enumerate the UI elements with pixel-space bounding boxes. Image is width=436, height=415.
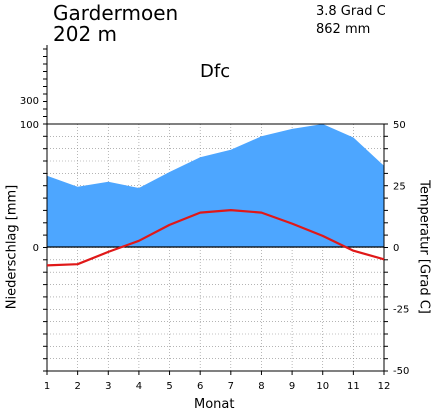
x-tick-label: 2 <box>74 381 80 392</box>
climate-classification: Dfc <box>200 61 231 82</box>
annual-temperature: 3.8 Grad C <box>316 4 386 19</box>
x-tick-label: 10 <box>316 381 329 392</box>
right-axis-title: Temperatur [Grad C] <box>416 180 432 314</box>
station-elevation: 202 m <box>53 22 118 46</box>
right-tick-label: 50 <box>393 120 406 131</box>
temperature-line-layer <box>46 209 385 267</box>
right-tick-label: -25 <box>393 305 409 316</box>
left-tick-label: 0 <box>33 243 39 254</box>
left-axis-title: Niederschlag [mm] <box>4 184 20 310</box>
x-tick-label: 6 <box>197 381 203 392</box>
x-tick-label: 3 <box>105 381 111 392</box>
left-tick-label: 300 <box>20 96 39 107</box>
x-tick-label: 8 <box>258 381 264 392</box>
right-tick-label: 0 <box>393 243 399 254</box>
x-tick-label: 4 <box>136 381 142 392</box>
x-tick-label: 7 <box>228 381 234 392</box>
station-name: Gardermoen <box>53 1 179 25</box>
right-tick-label: -50 <box>393 366 409 377</box>
x-tick-label: 11 <box>347 381 360 392</box>
x-tick-label: 12 <box>378 381 391 392</box>
axes <box>43 45 388 375</box>
temperature-line <box>46 209 385 267</box>
precipitation-area-layer <box>47 124 384 247</box>
left-tick-label: 100 <box>20 120 39 131</box>
x-axis-title: Monat <box>194 397 235 412</box>
x-tick-label: 1 <box>44 381 50 392</box>
precipitation-area <box>47 124 384 247</box>
annual-precipitation: 862 mm <box>316 22 371 37</box>
x-tick-label: 5 <box>166 381 172 392</box>
x-tick-label: 9 <box>289 381 295 392</box>
right-tick-label: 25 <box>393 182 406 193</box>
